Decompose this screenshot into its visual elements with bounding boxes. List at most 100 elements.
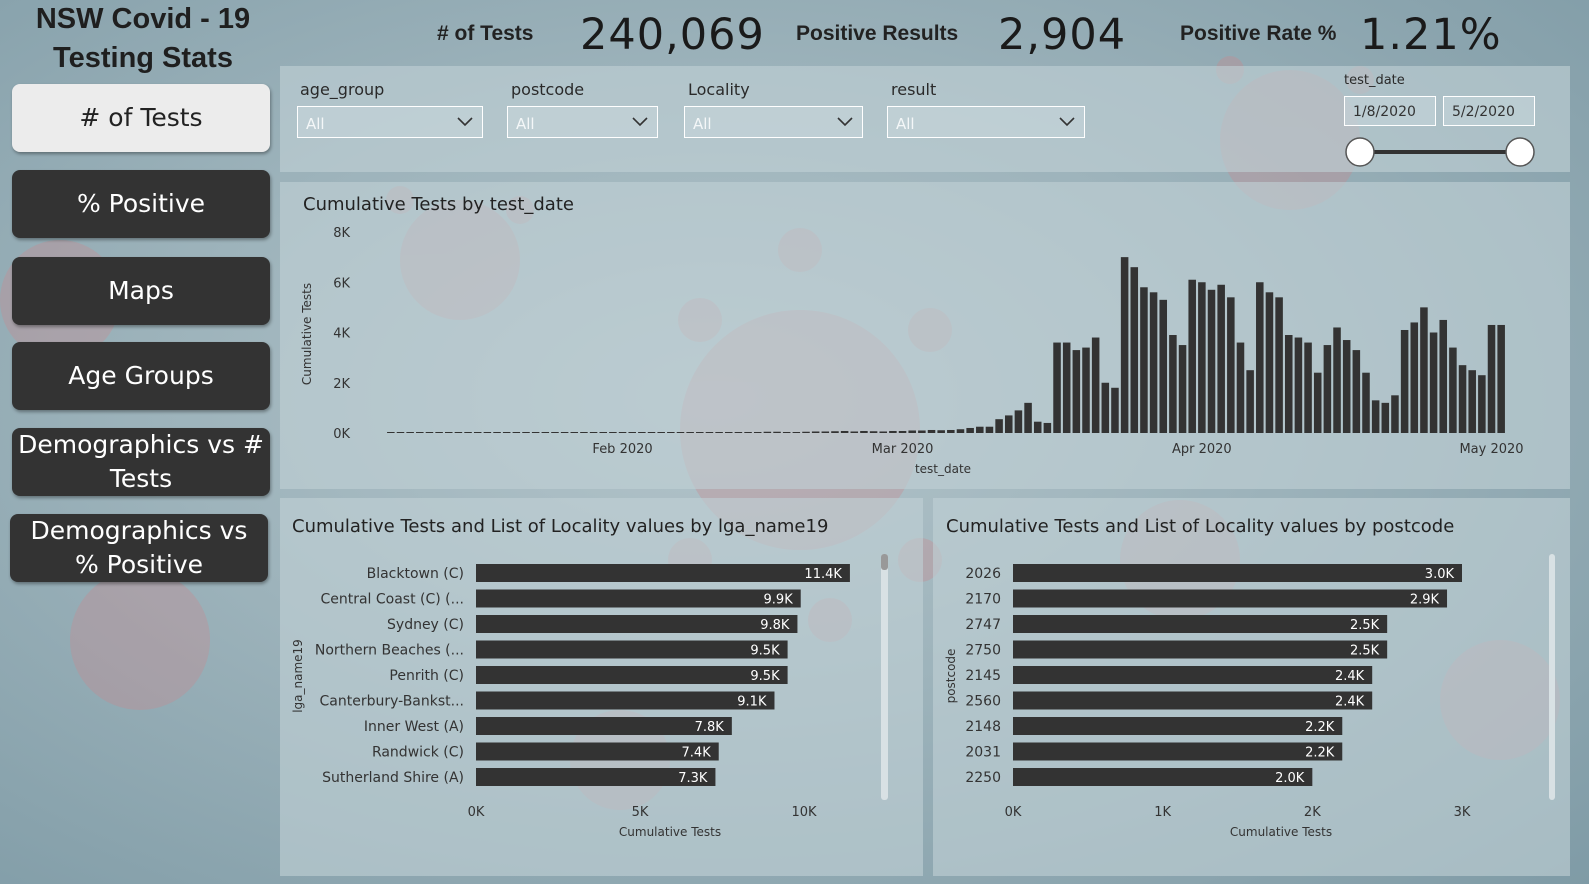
bar[interactable]	[1275, 297, 1283, 433]
bar[interactable]	[1236, 342, 1245, 433]
bar[interactable]	[724, 432, 733, 433]
bar[interactable]	[1014, 410, 1023, 433]
bar[interactable]	[1169, 335, 1177, 433]
bar[interactable]	[1013, 666, 1373, 684]
bar[interactable]	[541, 432, 550, 433]
bar[interactable]	[1391, 395, 1399, 433]
bar[interactable]	[811, 431, 820, 433]
bar[interactable]	[1420, 307, 1428, 433]
bar[interactable]	[444, 432, 453, 433]
bar[interactable]	[1024, 402, 1032, 433]
slider-end-handle[interactable]	[1505, 137, 1535, 167]
bar[interactable]	[531, 432, 540, 433]
bar[interactable]	[1381, 402, 1390, 433]
bar[interactable]	[1294, 337, 1303, 433]
bar[interactable]	[850, 431, 859, 433]
slider-start-handle[interactable]	[1345, 137, 1375, 167]
bar[interactable]	[1004, 415, 1013, 433]
bar[interactable]	[831, 431, 839, 433]
bar[interactable]	[1429, 332, 1438, 434]
bar[interactable]	[1149, 292, 1158, 433]
bar[interactable]	[493, 432, 501, 433]
bar[interactable]	[1013, 640, 1388, 659]
bar[interactable]	[1304, 342, 1312, 433]
bar[interactable]	[715, 432, 723, 433]
bar[interactable]	[1111, 387, 1119, 433]
bar[interactable]	[1410, 322, 1419, 433]
bar[interactable]	[1371, 400, 1380, 433]
bar[interactable]	[860, 430, 868, 433]
nav-button-age-groups[interactable]: Age Groups	[12, 342, 270, 410]
result-dropdown[interactable]: All	[887, 106, 1085, 138]
bar[interactable]	[1043, 422, 1052, 433]
bar[interactable]	[416, 432, 424, 433]
bar[interactable]	[1013, 742, 1343, 761]
bar[interactable]	[1362, 372, 1370, 433]
bar[interactable]	[1284, 335, 1293, 433]
bar[interactable]	[1130, 267, 1139, 433]
bar[interactable]	[1487, 324, 1496, 433]
bar[interactable]	[1256, 282, 1264, 433]
bar[interactable]	[560, 432, 569, 433]
bar[interactable]	[1468, 370, 1476, 433]
bar[interactable]	[889, 430, 897, 433]
bar[interactable]	[476, 589, 801, 608]
bar[interactable]	[476, 615, 798, 633]
bar[interactable]	[1227, 297, 1235, 433]
bar[interactable]	[1188, 279, 1196, 433]
bar[interactable]	[638, 432, 646, 433]
bar[interactable]	[1013, 615, 1388, 633]
bar[interactable]	[1458, 365, 1467, 433]
bar[interactable]	[599, 432, 608, 433]
bar[interactable]	[1013, 717, 1343, 735]
bar[interactable]	[753, 431, 762, 433]
bar[interactable]	[869, 431, 878, 433]
bar[interactable]	[1013, 589, 1448, 608]
bar[interactable]	[898, 430, 907, 433]
bar[interactable]	[696, 432, 704, 433]
bar[interactable]	[1072, 350, 1081, 433]
bar[interactable]	[1101, 382, 1110, 433]
bar[interactable]	[1140, 287, 1148, 433]
scrollbar-track[interactable]	[881, 554, 888, 800]
locality-dropdown[interactable]: All	[684, 106, 863, 138]
nav-button-demographics-positive[interactable]: Demographics vs % Positive	[10, 514, 268, 582]
postcode-dropdown[interactable]: All	[507, 106, 658, 138]
bar[interactable]	[744, 431, 752, 433]
bar[interactable]	[782, 431, 791, 433]
bar[interactable]	[1342, 340, 1351, 433]
bar[interactable]	[1053, 342, 1061, 433]
bar[interactable]	[1033, 421, 1042, 433]
bar[interactable]	[995, 419, 1003, 433]
bar[interactable]	[647, 432, 656, 433]
bar[interactable]	[425, 432, 434, 433]
bar[interactable]	[918, 430, 926, 433]
bar[interactable]	[927, 429, 936, 433]
bar[interactable]	[512, 432, 521, 433]
bar[interactable]	[976, 426, 984, 433]
bar[interactable]	[1062, 342, 1071, 433]
bar[interactable]	[522, 432, 530, 433]
age-group-dropdown[interactable]: All	[297, 106, 483, 138]
bar[interactable]	[551, 432, 559, 433]
bar[interactable]	[667, 432, 675, 433]
start-date-input[interactable]: 1/8/2020	[1344, 96, 1436, 126]
bar[interactable]	[435, 432, 443, 433]
bar[interactable]	[1013, 768, 1313, 786]
bar[interactable]	[1449, 347, 1457, 433]
scrollbar-thumb[interactable]	[881, 554, 888, 570]
bar[interactable]	[1478, 375, 1486, 433]
bar[interactable]	[406, 432, 414, 433]
bar[interactable]	[483, 432, 492, 433]
bar[interactable]	[1159, 299, 1168, 433]
bar[interactable]	[1091, 337, 1100, 433]
nav-button-demographics-tests[interactable]: Demographics vs # Tests	[12, 428, 270, 496]
bar[interactable]	[763, 431, 772, 433]
bar[interactable]	[947, 429, 955, 433]
bar[interactable]	[1246, 370, 1254, 433]
bar[interactable]	[1439, 319, 1448, 433]
bar[interactable]	[1333, 327, 1341, 433]
bar[interactable]	[476, 666, 788, 684]
bar[interactable]	[476, 691, 775, 710]
bar[interactable]	[1198, 282, 1206, 433]
